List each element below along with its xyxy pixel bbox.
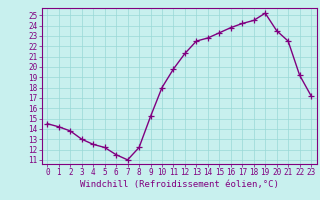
X-axis label: Windchill (Refroidissement éolien,°C): Windchill (Refroidissement éolien,°C) — [80, 180, 279, 189]
